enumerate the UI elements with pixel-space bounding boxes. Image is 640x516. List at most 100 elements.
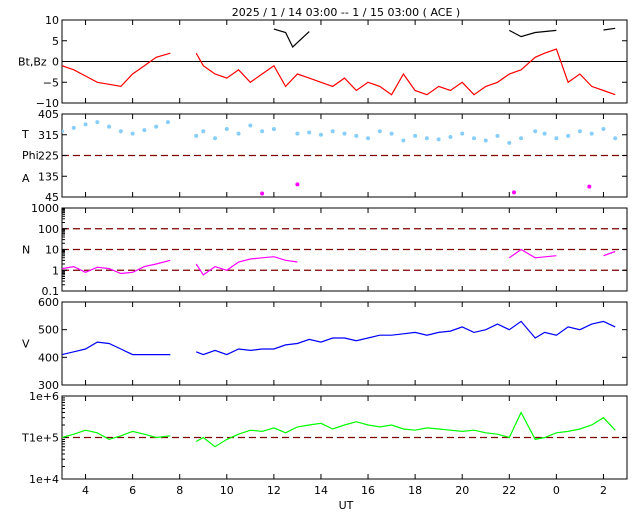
series-line-N — [603, 250, 616, 257]
x-tick-label: 2 — [600, 484, 607, 497]
x-tick-label: 4 — [82, 484, 89, 497]
point-theta — [142, 128, 147, 133]
y-axis-label: V — [22, 338, 30, 351]
y-tick-label: −10 — [36, 97, 59, 110]
y-tick-label: 10 — [45, 14, 59, 27]
point-theta — [495, 133, 500, 138]
y-tick-label: 5 — [52, 35, 59, 48]
series-line-N — [508, 248, 557, 259]
plot-area — [62, 27, 616, 96]
panel-speed: 300 400 500 600 V — [22, 296, 628, 392]
series-line-Bz — [62, 52, 171, 88]
point-theta — [342, 131, 347, 136]
y-tick-label: 500 — [38, 324, 59, 337]
series-line-V — [195, 320, 616, 356]
y-tick-label: 315 — [38, 129, 59, 142]
series-line-Bt — [603, 27, 616, 31]
x-tick-label: 6 — [129, 484, 136, 497]
point-theta — [577, 129, 582, 134]
point-theta — [260, 129, 265, 134]
point-theta — [533, 129, 538, 134]
point-theta — [589, 131, 594, 136]
point-phi — [512, 190, 516, 195]
x-tick-label: 20 — [455, 484, 469, 497]
point-phi — [295, 182, 300, 187]
y-tick-label: 10 — [45, 244, 59, 257]
point-theta — [83, 122, 88, 127]
point-theta — [542, 131, 547, 136]
y-tick-label: 0 — [52, 56, 59, 69]
point-theta — [236, 131, 241, 136]
panel-frame — [61, 113, 628, 198]
point-theta — [483, 138, 488, 143]
series-line-V — [62, 341, 171, 356]
point-theta — [566, 133, 571, 138]
point-theta — [401, 138, 406, 143]
series-line-N — [195, 256, 298, 276]
point-theta — [107, 124, 112, 129]
x-tick-label: 18 — [408, 484, 422, 497]
point-theta — [201, 129, 206, 134]
point-theta — [62, 129, 64, 134]
point-theta — [448, 135, 453, 140]
series-line-T — [195, 411, 616, 448]
y-tick-label: 1 — [52, 264, 59, 277]
point-theta — [130, 131, 135, 136]
plot-area — [62, 120, 618, 196]
panel-temperature: 1e+4 1e+5 1e+6 T — [21, 390, 628, 486]
y-axis-label: Phi — [22, 149, 39, 162]
point-phi — [260, 191, 265, 196]
y-tick-label: 400 — [38, 351, 59, 364]
point-theta — [194, 133, 199, 138]
y-axis-label: T — [21, 432, 29, 445]
x-tick-label: 16 — [361, 484, 375, 497]
x-tick-label: 10 — [220, 484, 234, 497]
y-tick-label: 1e+5 — [29, 432, 59, 445]
point-theta — [377, 129, 382, 134]
point-theta — [519, 136, 524, 141]
point-theta — [295, 131, 300, 136]
point-theta — [471, 136, 476, 141]
point-theta — [460, 131, 465, 136]
y-tick-label: 0.1 — [42, 285, 60, 298]
y-tick-label: 1e+6 — [29, 390, 59, 403]
y-tick-label: 45 — [45, 191, 59, 204]
y-tick-label: −5 — [43, 76, 59, 89]
y-tick-label: 600 — [38, 296, 59, 309]
point-theta — [248, 123, 253, 128]
point-theta — [354, 133, 359, 138]
x-tick-label: 0 — [553, 484, 560, 497]
point-theta — [307, 130, 312, 135]
point-phi — [587, 184, 592, 189]
x-tick-label: 22 — [502, 484, 516, 497]
point-theta — [271, 126, 276, 131]
point-theta — [165, 120, 170, 125]
panel-frame — [61, 207, 628, 292]
y-tick-label: 1e+4 — [29, 473, 59, 486]
x-axis: UT 4 6 8 10 12 14 16 18 20 22 0 2 — [82, 20, 607, 512]
series-line-T — [62, 429, 171, 441]
series-line-Bt — [273, 28, 310, 48]
panel-density: 0.1 1 10 100 1000 N — [22, 202, 628, 298]
x-tick-label: 14 — [314, 484, 328, 497]
x-axis-label: UT — [339, 499, 354, 512]
panel-frame — [61, 301, 628, 386]
x-tick-label: 12 — [267, 484, 281, 497]
point-theta — [95, 120, 100, 125]
chart-title: 2025 / 1 / 14 03:00 -- 1 / 15 03:00 ( AC… — [232, 6, 460, 19]
series-line-Bt — [509, 29, 557, 38]
series-line-Bz — [195, 48, 616, 96]
plot-area — [62, 248, 616, 276]
y-tick-label: 135 — [38, 170, 59, 183]
series-line-N — [62, 259, 171, 275]
y-tick-label: 1000 — [31, 202, 59, 215]
y-axis-label: N — [22, 244, 30, 257]
y-axis-label: Bt,Bz — [18, 56, 47, 69]
point-theta — [366, 136, 371, 141]
point-theta — [71, 125, 76, 130]
plot-area — [62, 320, 616, 356]
point-theta — [601, 126, 606, 131]
y-axis-label: T — [21, 128, 29, 141]
